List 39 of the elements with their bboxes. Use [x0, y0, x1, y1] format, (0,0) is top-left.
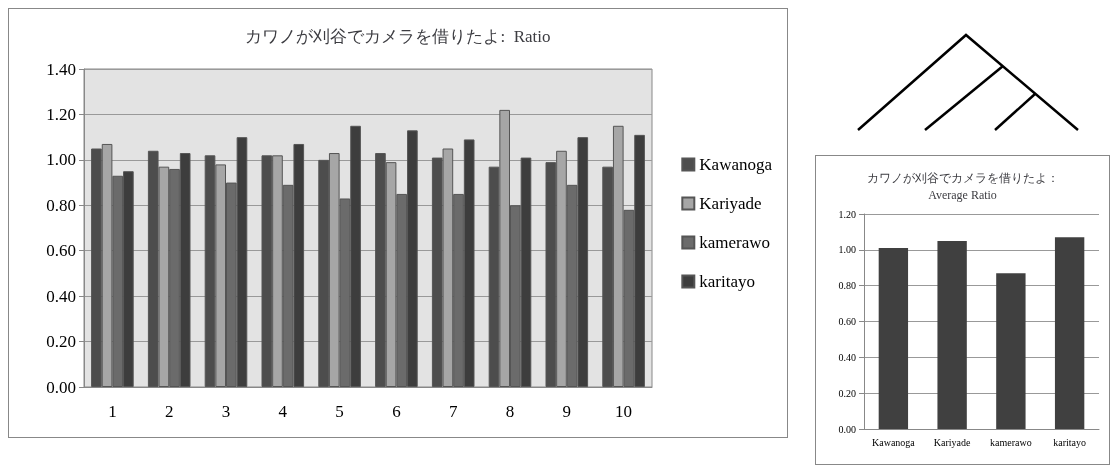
x-tick-label: 1 [108, 402, 117, 421]
y-tick-label: 0.20 [46, 332, 76, 352]
y-tick-label: 0.60 [46, 241, 76, 261]
y-tick-label: 1.00 [838, 244, 856, 256]
y-tick-label: 0.40 [838, 351, 856, 363]
bar [1054, 237, 1085, 429]
y-tick-label: 0.60 [838, 316, 856, 327]
x-tick-label: Kawanoga [871, 436, 916, 448]
legend-label: Kawanoga [699, 155, 773, 174]
y-tick-label: 1.40 [46, 59, 76, 79]
legend-label: karitayo [699, 272, 756, 291]
y-tick-label: 0.80 [46, 195, 76, 215]
chart-title: カワノが刈谷でカメラを借りたよ: Ratio [245, 27, 551, 46]
legend-label: Kariyade [699, 194, 762, 213]
x-tick-label: 8 [505, 402, 515, 421]
y-tick-label: 1.00 [46, 150, 76, 170]
x-tick-label: 4 [278, 402, 288, 421]
bar [996, 273, 1026, 429]
x-tick-label: 10 [615, 402, 633, 421]
y-tick-label: 0.00 [46, 377, 76, 397]
x-tick-label: 7 [448, 402, 458, 421]
y-tick-label: 0.40 [46, 286, 76, 306]
y-tick-label: 0.00 [838, 423, 856, 435]
y-tick-label: 1.20 [838, 208, 856, 220]
y-tick-label: 1.20 [46, 104, 76, 124]
x-tick-label: 3 [221, 402, 231, 421]
x-tick-label: karitayo [1053, 436, 1087, 448]
x-tick-label: 6 [392, 402, 401, 421]
x-tick-label: 5 [335, 402, 344, 421]
x-tick-label: Kariyade [933, 436, 971, 448]
bar [878, 248, 909, 429]
y-tick-label: 0.80 [838, 280, 856, 292]
legend-label: kamerawo [699, 233, 771, 252]
bar [937, 240, 967, 429]
y-tick-label: 0.20 [838, 387, 856, 399]
chart-title: カワノが刈谷でカメラを借りたよ： Average Ratio [866, 170, 1059, 202]
x-tick-label: kamerawo [990, 436, 1032, 448]
x-tick-label: 9 [562, 402, 572, 421]
x-tick-label: 2 [164, 402, 174, 421]
